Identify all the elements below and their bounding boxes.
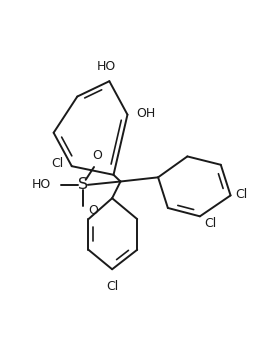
Text: Cl: Cl (204, 217, 216, 230)
Text: HO: HO (97, 60, 116, 73)
Text: Cl: Cl (235, 188, 248, 200)
Text: Cl: Cl (51, 157, 63, 170)
Text: Cl: Cl (106, 280, 118, 293)
Text: O: O (88, 204, 98, 217)
Text: O: O (92, 149, 102, 162)
Text: HO: HO (32, 178, 51, 191)
Text: OH: OH (136, 107, 155, 120)
Text: S: S (78, 178, 88, 192)
